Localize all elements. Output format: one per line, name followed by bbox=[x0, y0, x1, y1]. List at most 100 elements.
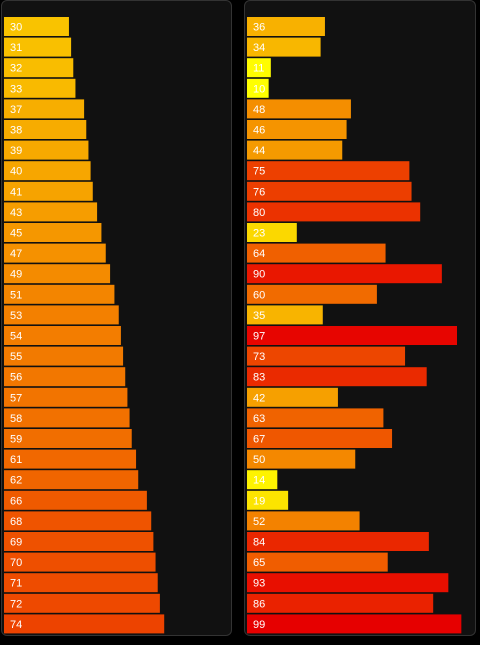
unsorted-bar-rect-23 bbox=[247, 470, 278, 490]
sorted-bar-label-4: 33 bbox=[10, 83, 22, 95]
unsorted-bar-rect-30 bbox=[247, 614, 462, 634]
sorted-bar-rect-15 bbox=[4, 305, 119, 325]
unsorted-bar-label-29: 86 bbox=[253, 598, 265, 610]
sorted-bar-rect-29 bbox=[4, 593, 160, 613]
sorted-bar-rect-10 bbox=[4, 202, 98, 222]
sorted-bar-rect-20 bbox=[4, 408, 130, 428]
sorted-bar-label-20: 58 bbox=[10, 413, 22, 425]
unsorted-bar-label-14: 60 bbox=[253, 289, 265, 301]
unsorted-bar-11: 23 bbox=[247, 223, 297, 242]
sorted-bar-rect-1 bbox=[4, 17, 69, 36]
unsorted-bar-label-2: 34 bbox=[253, 42, 265, 54]
sorted-bar-label-19: 57 bbox=[10, 392, 22, 404]
sorted-bar-label-1: 30 bbox=[10, 22, 22, 34]
unsorted-bar-rect-12 bbox=[247, 243, 386, 263]
unsorted-bar-26: 84 bbox=[247, 532, 429, 551]
unsorted-bar-chart: 36 34 11 10 48 46 44 75 76 80 23 64 90 60 35 97 73 83 42 63… bbox=[247, 17, 462, 634]
sorted-bar-label-21: 59 bbox=[10, 434, 22, 446]
sorted-bar-rect-19 bbox=[4, 387, 128, 407]
unsorted-bar-13: 90 bbox=[247, 264, 442, 284]
sorted-bar-label-22: 61 bbox=[10, 454, 22, 466]
unsorted-bar-rect-20 bbox=[247, 408, 384, 428]
unsorted-bar-rect-25 bbox=[247, 511, 360, 531]
sorted-bar-15: 53 bbox=[4, 305, 119, 325]
unsorted-bar-label-22: 50 bbox=[253, 454, 265, 466]
sorted-bar-label-24: 66 bbox=[10, 495, 22, 507]
sorted-bar-label-26: 69 bbox=[10, 537, 22, 549]
unsorted-bar-label-19: 42 bbox=[253, 392, 265, 404]
sorted-bar-rect-11 bbox=[4, 223, 102, 242]
unsorted-bar-rect-16 bbox=[247, 326, 457, 345]
unsorted-bar-22: 50 bbox=[247, 449, 356, 469]
sorted-bar-rect-23 bbox=[4, 470, 139, 490]
unsorted-bar-24: 19 bbox=[247, 490, 289, 510]
unsorted-bar-label-8: 75 bbox=[253, 166, 265, 178]
sorted-bar-label-5: 37 bbox=[10, 104, 22, 116]
sorted-bar-17: 55 bbox=[4, 346, 124, 366]
sorted-bar-4: 33 bbox=[4, 78, 76, 98]
sorted-bar-20: 58 bbox=[4, 408, 130, 428]
sorted-bar-1: 30 bbox=[4, 17, 69, 36]
sorted-bar-rect-22 bbox=[4, 449, 137, 469]
sorted-bar-rect-27 bbox=[4, 552, 156, 572]
sorted-bar-rect-24 bbox=[4, 490, 147, 510]
unsorted-bar-10: 80 bbox=[247, 202, 421, 222]
unsorted-bar-label-27: 65 bbox=[253, 557, 265, 569]
sorted-bar-label-14: 51 bbox=[10, 289, 22, 301]
sorted-bar-7: 39 bbox=[4, 140, 89, 160]
sorted-bar-21: 59 bbox=[4, 429, 132, 448]
unsorted-bar-label-12: 64 bbox=[253, 248, 265, 260]
sorted-bar-18: 56 bbox=[4, 367, 126, 387]
sorted-bar-label-7: 39 bbox=[10, 145, 22, 157]
unsorted-bar-rect-24 bbox=[247, 490, 289, 510]
unsorted-bar-19: 42 bbox=[247, 387, 338, 407]
unsorted-bar-7: 44 bbox=[247, 140, 343, 160]
sorted-bar-28: 71 bbox=[4, 573, 158, 593]
unsorted-bar-25: 52 bbox=[247, 511, 360, 531]
sorted-bar-rect-14 bbox=[4, 284, 115, 304]
unsorted-bar-label-24: 19 bbox=[253, 495, 265, 507]
unsorted-bar-label-5: 48 bbox=[253, 104, 265, 116]
sorted-bar-label-18: 56 bbox=[10, 372, 22, 384]
unsorted-bar-label-17: 73 bbox=[253, 351, 265, 363]
unsorted-bar-18: 83 bbox=[247, 367, 427, 387]
sorted-bar-rect-16 bbox=[4, 326, 121, 345]
sorted-bar-label-13: 49 bbox=[10, 269, 22, 281]
unsorted-bar-label-20: 63 bbox=[253, 413, 265, 425]
unsorted-bar-21: 67 bbox=[247, 429, 393, 448]
unsorted-bar-16: 97 bbox=[247, 326, 457, 345]
sorted-bar-label-27: 70 bbox=[10, 557, 22, 569]
sorted-bar-label-16: 54 bbox=[10, 331, 22, 343]
unsorted-bar-label-4: 10 bbox=[253, 83, 265, 95]
sorted-bar-rect-9 bbox=[4, 181, 93, 201]
sorted-bar-26: 69 bbox=[4, 532, 154, 551]
unsorted-bar-27: 65 bbox=[247, 552, 388, 572]
unsorted-bar-rect-1 bbox=[247, 17, 325, 36]
sorted-bar-30: 74 bbox=[4, 614, 165, 634]
unsorted-bar-rect-9 bbox=[247, 181, 412, 201]
unsorted-bar-label-9: 76 bbox=[253, 186, 265, 198]
unsorted-bar-rect-19 bbox=[247, 387, 338, 407]
sorted-bar-rect-5 bbox=[4, 99, 85, 119]
unsorted-bar-1: 36 bbox=[247, 17, 325, 36]
unsorted-bar-17: 73 bbox=[247, 346, 406, 366]
sorted-bar-25: 68 bbox=[4, 511, 152, 531]
unsorted-bar-14: 60 bbox=[247, 284, 377, 304]
unsorted-bar-label-7: 44 bbox=[253, 145, 265, 157]
sorted-bar-rect-21 bbox=[4, 429, 132, 448]
sorted-bar-rect-2 bbox=[4, 37, 72, 57]
sorted-bar-label-12: 47 bbox=[10, 248, 22, 260]
sorted-bar-11: 45 bbox=[4, 223, 102, 242]
unsorted-bar-rect-26 bbox=[247, 532, 429, 551]
sorted-bar-22: 61 bbox=[4, 449, 137, 469]
sorted-bar-rect-12 bbox=[4, 243, 106, 263]
unsorted-bar-rect-2 bbox=[247, 37, 321, 57]
unsorted-bar-8: 75 bbox=[247, 161, 410, 181]
unsorted-bar-rect-28 bbox=[247, 573, 449, 593]
sorted-bar-label-30: 74 bbox=[10, 619, 22, 631]
unsorted-bar-9: 76 bbox=[247, 181, 412, 201]
sorted-bar-rect-25 bbox=[4, 511, 152, 531]
unsorted-bar-label-30: 99 bbox=[253, 619, 265, 631]
unsorted-bar-label-13: 90 bbox=[253, 269, 265, 281]
sorted-bar-label-29: 72 bbox=[10, 598, 22, 610]
